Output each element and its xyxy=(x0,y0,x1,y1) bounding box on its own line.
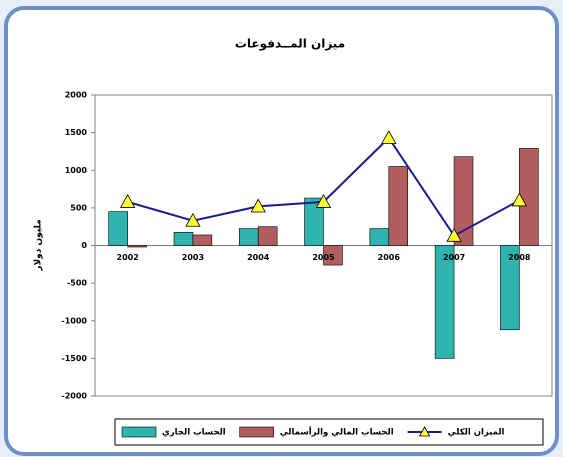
y-tick-label: -500 xyxy=(67,279,87,288)
bar xyxy=(304,197,324,246)
legend-label: الحساب الجاري xyxy=(162,428,226,438)
bar xyxy=(369,228,390,246)
marker xyxy=(446,227,462,242)
bar xyxy=(173,232,194,246)
marker xyxy=(119,194,136,208)
y-tick-label: 2000 xyxy=(65,91,88,100)
bar xyxy=(388,166,409,246)
y-tick-label: -1500 xyxy=(61,354,87,363)
bar xyxy=(192,234,213,246)
legend-swatch xyxy=(239,426,274,438)
x-tick-label: 2006 xyxy=(378,253,401,262)
y-tick-label: 1000 xyxy=(65,166,88,175)
marker xyxy=(250,198,266,213)
marker xyxy=(511,192,528,207)
legend-swatch xyxy=(418,426,431,437)
panel xyxy=(4,6,559,456)
bar xyxy=(127,245,147,248)
bar xyxy=(453,156,474,246)
y-tick-label: 0 xyxy=(81,241,87,250)
y-tick-label: 1500 xyxy=(65,128,88,137)
y-tick-label: -2000 xyxy=(61,392,87,401)
bar xyxy=(519,148,539,246)
x-tick-label: 2008 xyxy=(508,253,531,262)
bar xyxy=(257,226,278,246)
legend-label: الحساب المالي والرأسمالي xyxy=(280,426,394,438)
marker xyxy=(185,212,201,227)
marker xyxy=(381,130,397,144)
x-tick-label: 2007 xyxy=(443,253,465,262)
y-tick-label: 500 xyxy=(70,203,87,212)
x-tick-label: 2002 xyxy=(117,253,139,262)
legend xyxy=(114,418,544,446)
bar xyxy=(238,228,259,246)
bar xyxy=(434,245,455,359)
x-tick-label: 2004 xyxy=(247,253,270,262)
bar xyxy=(500,245,520,331)
y-tick-label: -1000 xyxy=(61,316,87,325)
bar xyxy=(108,211,128,246)
y-axis-label: مليون دولار xyxy=(34,219,44,271)
bar xyxy=(323,245,343,266)
x-tick-label: 2005 xyxy=(312,253,335,262)
x-tick-label: 2003 xyxy=(182,253,204,262)
legend-label: الميزان الكلي xyxy=(448,428,505,438)
chart-title: ميزان المــدفوعات xyxy=(235,37,345,52)
legend-swatch xyxy=(121,426,157,438)
marker xyxy=(315,194,332,208)
